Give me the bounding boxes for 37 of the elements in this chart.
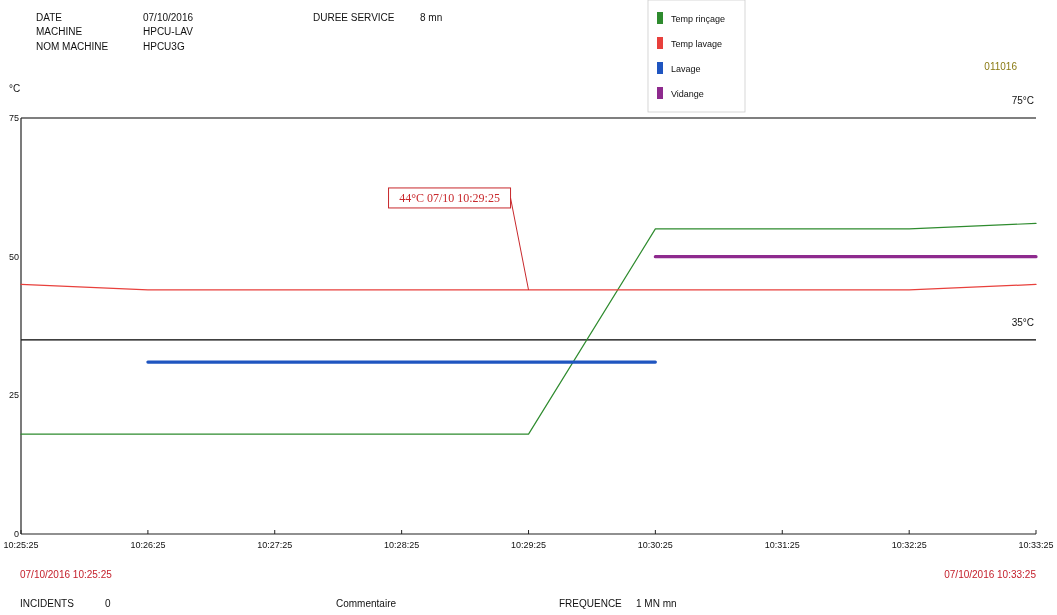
ref-line-label: 35°C: [1011, 316, 1034, 328]
text: 011016: [984, 61, 1018, 72]
y-tick-label: 0: [13, 529, 19, 539]
text: 1 MN mn: [636, 598, 677, 609]
text: MACHINE: [36, 26, 83, 37]
y-tick-label: 50: [8, 251, 19, 262]
text: INCIDENTS: [20, 598, 75, 609]
x-tick-label: 10:29:25: [511, 540, 547, 550]
x-tick-label: 10:33:25: [1018, 540, 1054, 550]
x-tick-label: 10:32:25: [891, 540, 927, 550]
y-axis-title: °C: [9, 83, 21, 94]
legend-label: Temp rinçage: [671, 13, 726, 24]
text: NOM MACHINE: [36, 41, 109, 52]
y-tick-label: 75: [8, 113, 19, 123]
legend-label: Lavage: [671, 63, 701, 74]
x-tick-label: 10:27:25: [257, 540, 293, 550]
text: FREQUENCE: [559, 598, 623, 609]
y-tick-label: 25: [8, 390, 19, 401]
text: Commentaire: [336, 598, 397, 609]
x-tick-label: 10:28:25: [384, 540, 420, 550]
text: 8 mn: [420, 12, 443, 23]
text: 07/10/2016 10:25:25: [20, 569, 113, 580]
legend-label: Vidange: [671, 88, 704, 99]
text: 07/10/2016 10:33:25: [944, 569, 1037, 580]
text: 07/10/2016: [143, 12, 194, 23]
text: DUREE SERVICE: [313, 12, 395, 23]
text: HPCU3G: [143, 41, 185, 52]
text: 0: [105, 598, 111, 609]
ref-line-label: 75°C: [1011, 95, 1034, 106]
annotation: 44°C 07/10 10:29:25: [399, 191, 500, 206]
text: HPCU-LAV: [143, 26, 194, 37]
x-tick-label: 10:26:25: [130, 540, 166, 550]
x-tick-label: 10:25:25: [3, 540, 39, 550]
x-tick-label: 10:30:25: [637, 540, 673, 550]
x-tick-label: 10:31:25: [764, 540, 800, 550]
text: DATE: [36, 12, 63, 23]
legend-label: Temp lavage: [671, 38, 723, 49]
